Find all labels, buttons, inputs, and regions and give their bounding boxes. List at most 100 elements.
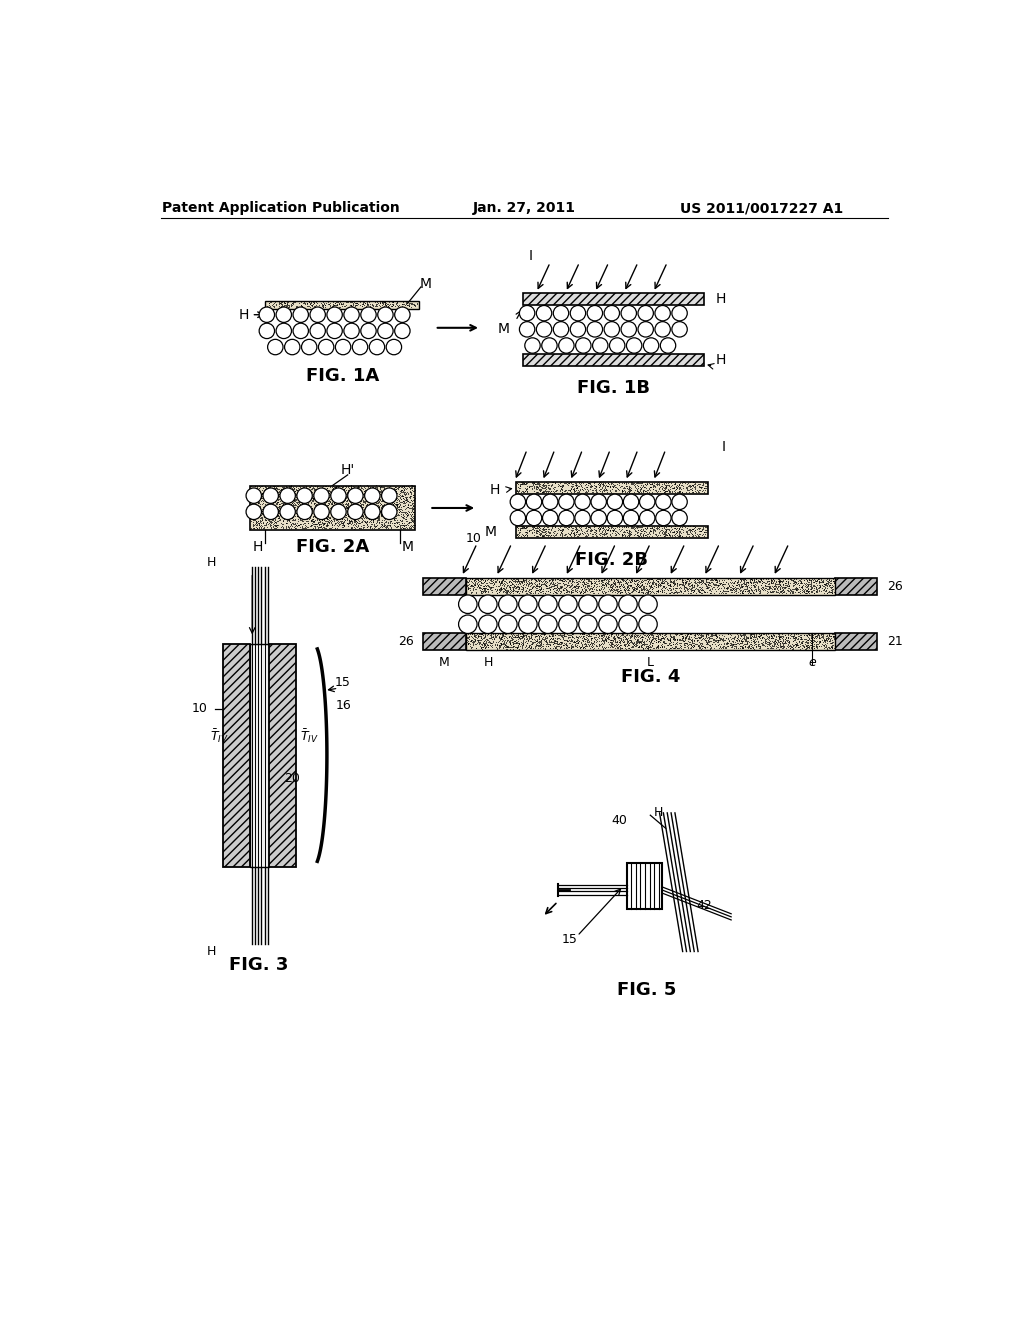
Circle shape: [280, 504, 295, 520]
Circle shape: [310, 308, 326, 322]
Circle shape: [499, 595, 517, 614]
Circle shape: [518, 595, 538, 614]
Text: FIG. 3: FIG. 3: [229, 957, 289, 974]
Bar: [466, 578, 836, 595]
Bar: [515, 482, 708, 494]
Circle shape: [348, 504, 364, 520]
Circle shape: [553, 305, 568, 321]
Circle shape: [559, 338, 574, 354]
Circle shape: [246, 488, 261, 503]
Text: FIG. 5: FIG. 5: [616, 981, 676, 999]
Circle shape: [382, 488, 397, 503]
Text: FIG. 1B: FIG. 1B: [577, 379, 650, 397]
Circle shape: [539, 615, 557, 634]
Circle shape: [607, 494, 623, 510]
Text: M: M: [438, 656, 450, 669]
Circle shape: [621, 305, 637, 321]
Circle shape: [543, 494, 558, 510]
Circle shape: [526, 511, 542, 525]
Circle shape: [570, 305, 586, 321]
Circle shape: [543, 511, 558, 525]
Circle shape: [459, 615, 477, 634]
Circle shape: [559, 494, 574, 510]
Circle shape: [510, 511, 525, 525]
Circle shape: [537, 322, 552, 337]
Text: 15: 15: [561, 933, 578, 946]
Circle shape: [672, 494, 687, 510]
Circle shape: [640, 511, 655, 525]
Bar: [250, 486, 416, 531]
Circle shape: [609, 338, 625, 354]
Circle shape: [313, 504, 330, 520]
Circle shape: [293, 308, 308, 322]
Text: e: e: [808, 656, 816, 669]
Text: H: H: [716, 292, 726, 306]
Circle shape: [638, 305, 653, 321]
Text: 10: 10: [466, 532, 481, 545]
Bar: [836, 578, 878, 595]
Circle shape: [672, 511, 687, 525]
Circle shape: [280, 488, 295, 503]
Circle shape: [510, 494, 525, 510]
Circle shape: [599, 615, 617, 634]
Text: 20: 20: [285, 772, 300, 785]
Text: H: H: [653, 807, 663, 820]
Circle shape: [604, 305, 620, 321]
Circle shape: [539, 595, 557, 614]
Circle shape: [621, 322, 637, 337]
Circle shape: [327, 323, 342, 339]
Circle shape: [259, 308, 274, 322]
Text: I: I: [529, 249, 532, 263]
Circle shape: [607, 511, 623, 525]
Circle shape: [310, 323, 326, 339]
Circle shape: [344, 308, 359, 322]
Bar: [515, 525, 708, 539]
Circle shape: [537, 305, 552, 321]
Text: 15: 15: [335, 676, 350, 689]
Bar: [223, 644, 250, 867]
Bar: [423, 578, 466, 595]
Circle shape: [559, 511, 574, 525]
Circle shape: [559, 595, 578, 614]
Circle shape: [624, 511, 639, 525]
Circle shape: [639, 595, 657, 614]
Circle shape: [246, 504, 261, 520]
Circle shape: [575, 338, 591, 354]
Text: 26: 26: [398, 635, 414, 648]
Text: H: H: [253, 540, 263, 554]
Text: M: M: [498, 322, 509, 335]
Circle shape: [618, 615, 637, 634]
Circle shape: [599, 595, 617, 614]
Text: $\bar{T}_{IV}$: $\bar{T}_{IV}$: [210, 727, 228, 744]
Text: 40: 40: [611, 814, 628, 828]
Circle shape: [643, 338, 658, 354]
Circle shape: [344, 323, 359, 339]
Text: H: H: [207, 556, 216, 569]
Circle shape: [285, 339, 300, 355]
Circle shape: [263, 488, 279, 503]
Circle shape: [519, 322, 535, 337]
Bar: [523, 354, 705, 367]
Circle shape: [559, 615, 578, 634]
Circle shape: [587, 322, 602, 337]
Text: $\bar{T}_{IV}$: $\bar{T}_{IV}$: [300, 727, 318, 744]
Circle shape: [639, 615, 657, 634]
Circle shape: [263, 504, 279, 520]
Text: M: M: [401, 540, 414, 554]
Circle shape: [394, 308, 410, 322]
Text: FIG. 1A: FIG. 1A: [306, 367, 379, 385]
Circle shape: [382, 504, 397, 520]
Circle shape: [313, 488, 330, 503]
Text: FIG. 4: FIG. 4: [621, 668, 680, 686]
Circle shape: [301, 339, 316, 355]
Circle shape: [655, 305, 671, 321]
Text: M: M: [484, 525, 497, 539]
Circle shape: [553, 322, 568, 337]
Bar: [269, 644, 296, 867]
Circle shape: [360, 323, 376, 339]
Circle shape: [618, 595, 637, 614]
Circle shape: [519, 305, 535, 321]
Circle shape: [574, 494, 590, 510]
Bar: [466, 634, 836, 651]
Bar: [628, 863, 662, 909]
